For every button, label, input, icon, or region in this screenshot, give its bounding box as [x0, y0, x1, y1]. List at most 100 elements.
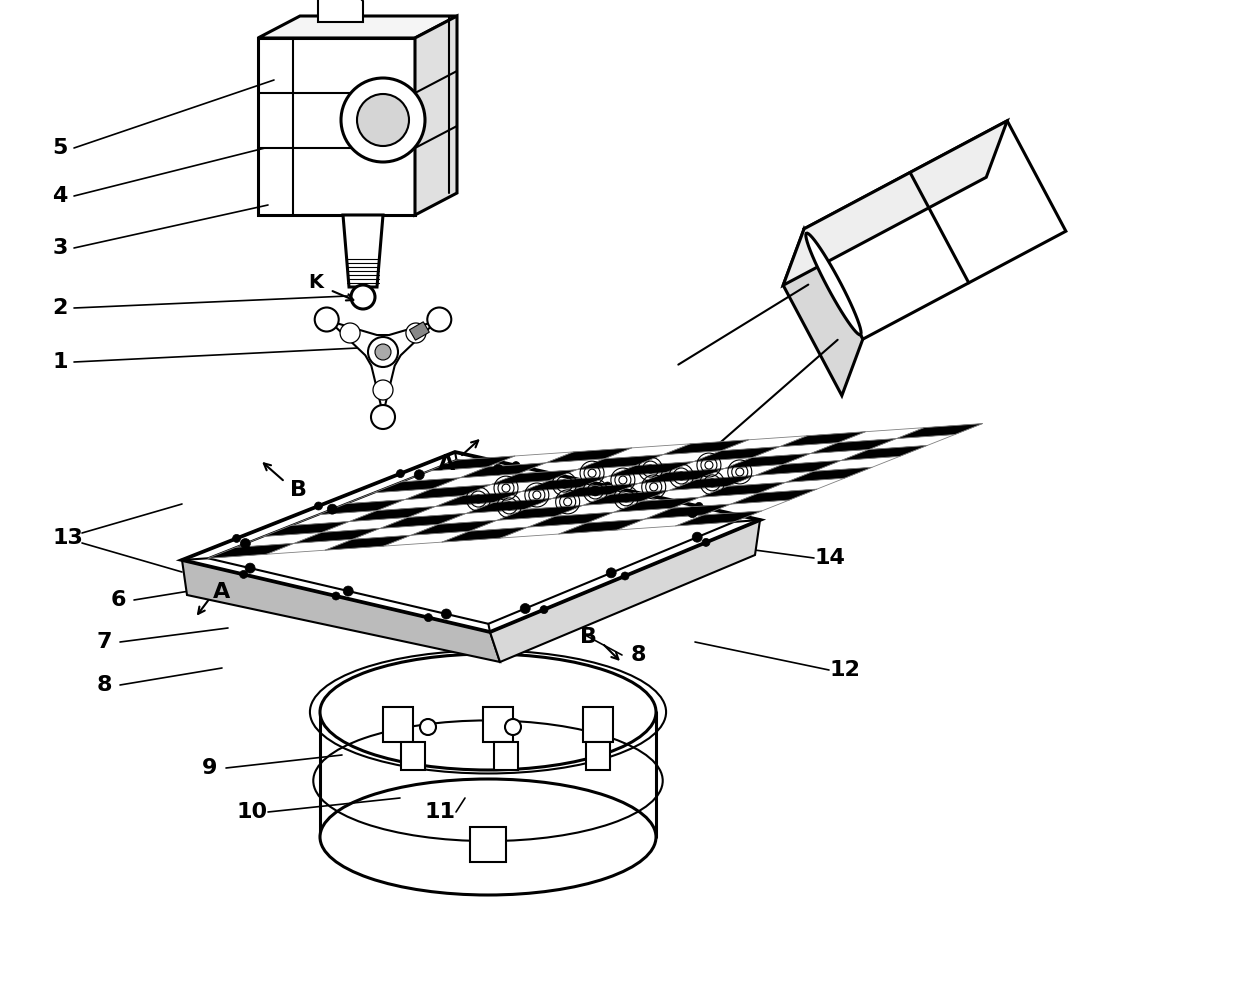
Circle shape: [340, 323, 360, 343]
Polygon shape: [415, 16, 458, 215]
Polygon shape: [294, 529, 381, 544]
Circle shape: [521, 604, 531, 614]
Polygon shape: [701, 482, 786, 497]
Circle shape: [327, 505, 337, 515]
Circle shape: [332, 592, 340, 600]
Circle shape: [694, 503, 703, 511]
Circle shape: [397, 469, 404, 477]
Polygon shape: [466, 498, 552, 514]
Polygon shape: [263, 522, 350, 537]
Polygon shape: [343, 215, 383, 287]
Circle shape: [341, 78, 425, 162]
Polygon shape: [786, 467, 872, 482]
Circle shape: [241, 539, 250, 549]
Polygon shape: [325, 536, 410, 551]
Polygon shape: [841, 445, 928, 460]
Circle shape: [702, 539, 711, 547]
Polygon shape: [208, 544, 294, 559]
Polygon shape: [724, 453, 811, 468]
Polygon shape: [409, 321, 429, 340]
Polygon shape: [676, 511, 761, 526]
Text: 14: 14: [815, 548, 846, 568]
Circle shape: [315, 502, 322, 510]
Polygon shape: [784, 121, 1007, 285]
Polygon shape: [490, 520, 760, 662]
Text: 4: 4: [52, 186, 68, 206]
Text: 7: 7: [97, 632, 112, 652]
Polygon shape: [258, 16, 458, 38]
Polygon shape: [583, 490, 670, 506]
Polygon shape: [441, 528, 528, 543]
Polygon shape: [639, 468, 724, 483]
Text: B: B: [289, 480, 306, 500]
Polygon shape: [460, 462, 546, 477]
Polygon shape: [693, 446, 780, 461]
Text: 13: 13: [52, 528, 83, 548]
Polygon shape: [755, 460, 841, 475]
Polygon shape: [484, 707, 513, 742]
Polygon shape: [583, 707, 613, 742]
Text: 3: 3: [52, 238, 68, 258]
Polygon shape: [577, 454, 662, 469]
Circle shape: [368, 337, 398, 367]
Circle shape: [420, 719, 436, 735]
Text: K: K: [309, 273, 324, 292]
Polygon shape: [804, 121, 1066, 339]
Circle shape: [357, 94, 409, 146]
Polygon shape: [429, 456, 515, 470]
Circle shape: [414, 469, 424, 479]
Circle shape: [621, 572, 629, 580]
Circle shape: [505, 719, 521, 735]
Polygon shape: [182, 452, 760, 632]
Polygon shape: [410, 521, 497, 536]
Polygon shape: [730, 489, 817, 505]
Text: A: A: [439, 454, 455, 474]
Polygon shape: [645, 505, 730, 520]
Polygon shape: [552, 483, 639, 498]
Circle shape: [606, 568, 616, 578]
Polygon shape: [494, 742, 518, 770]
Polygon shape: [330, 321, 436, 414]
Circle shape: [371, 405, 396, 429]
Polygon shape: [587, 742, 610, 770]
Polygon shape: [811, 438, 897, 453]
Polygon shape: [784, 229, 863, 395]
Text: B: B: [580, 627, 598, 647]
Circle shape: [590, 485, 600, 495]
Circle shape: [539, 606, 548, 614]
Polygon shape: [614, 497, 701, 513]
Circle shape: [494, 464, 503, 474]
Circle shape: [424, 614, 433, 622]
Polygon shape: [559, 520, 645, 534]
Circle shape: [343, 586, 353, 596]
Circle shape: [373, 380, 393, 400]
Circle shape: [604, 482, 611, 490]
Polygon shape: [806, 233, 861, 334]
Polygon shape: [608, 461, 693, 476]
Text: 9: 9: [202, 758, 218, 778]
Text: 10: 10: [237, 802, 268, 822]
Circle shape: [687, 508, 697, 518]
Polygon shape: [897, 423, 982, 438]
Circle shape: [246, 564, 255, 574]
Polygon shape: [350, 507, 435, 522]
Polygon shape: [522, 476, 608, 491]
Text: 2: 2: [52, 298, 68, 318]
Text: 8: 8: [97, 675, 112, 695]
Circle shape: [351, 285, 374, 309]
Polygon shape: [381, 514, 466, 529]
Polygon shape: [435, 491, 522, 507]
Circle shape: [239, 571, 248, 579]
Circle shape: [692, 533, 702, 543]
Polygon shape: [317, 0, 363, 22]
Polygon shape: [319, 499, 404, 515]
Polygon shape: [182, 560, 500, 662]
Circle shape: [405, 323, 425, 343]
Circle shape: [233, 535, 241, 543]
Polygon shape: [670, 475, 755, 490]
Polygon shape: [383, 707, 413, 742]
Polygon shape: [662, 439, 749, 454]
Text: 5: 5: [52, 138, 68, 158]
Text: 8: 8: [630, 645, 646, 665]
Polygon shape: [546, 447, 632, 462]
